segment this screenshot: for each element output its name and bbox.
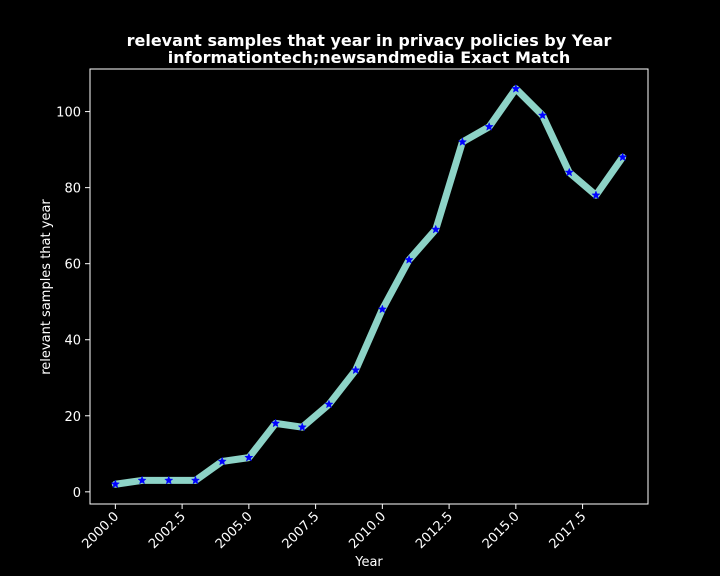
data-point-marker xyxy=(377,304,388,314)
data-point-marker xyxy=(244,452,254,462)
chart-subtitle: informationtech;newsandmedia Exact Match xyxy=(168,48,570,67)
data-point-marker xyxy=(217,456,227,466)
data-point-marker xyxy=(431,224,441,234)
data-point-marker xyxy=(110,479,121,489)
data-point-marker xyxy=(537,110,548,120)
data-point-marker xyxy=(404,254,414,264)
data-point-marker xyxy=(564,167,574,177)
data-point-marker xyxy=(591,190,601,200)
y-tick-label: 60 xyxy=(64,258,81,273)
y-tick-label: 40 xyxy=(64,334,81,349)
data-point-marker xyxy=(484,121,494,131)
plot-area xyxy=(110,83,628,489)
y-axis-label: relevant samples that year xyxy=(39,199,54,375)
axes-frame xyxy=(89,68,649,505)
y-tick-label: 100 xyxy=(56,106,81,121)
data-point-marker xyxy=(511,83,521,93)
data-point-marker xyxy=(297,422,307,432)
y-axis: 0 20 40 60 80 100 xyxy=(56,106,90,501)
y-tick-label: 0 xyxy=(73,486,81,501)
data-point-marker xyxy=(164,475,174,485)
data-point-marker xyxy=(457,137,468,146)
data-point-marker xyxy=(190,475,201,485)
data-point-marker xyxy=(137,475,147,485)
data-point-marker xyxy=(350,365,361,375)
y-tick-label: 80 xyxy=(64,182,81,197)
x-axis-label: Year xyxy=(354,555,383,570)
series-line xyxy=(111,85,627,488)
data-point-marker xyxy=(324,399,334,409)
data-point-marker xyxy=(617,152,628,162)
chart-title: relevant samples that year in privacy po… xyxy=(127,31,612,50)
y-tick-label: 20 xyxy=(64,410,81,425)
data-point-marker xyxy=(270,418,281,428)
